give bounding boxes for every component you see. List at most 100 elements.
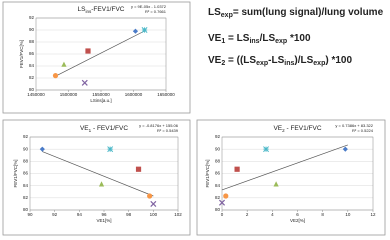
x-tick-label: 102 xyxy=(174,212,182,217)
formula-part: 1 xyxy=(221,38,225,45)
x-tick-label: 6 xyxy=(296,212,299,217)
marker xyxy=(98,181,105,187)
y-tick-label: 80 xyxy=(23,207,29,212)
x-tick-label: 1450000 xyxy=(27,92,45,97)
x-axis-label: VE2[%] xyxy=(290,218,305,223)
formula-part: 2 xyxy=(221,60,225,67)
chart-title-part: VE xyxy=(273,125,282,132)
formula-part: exp xyxy=(313,60,325,67)
trend-equation: R² = 0.5224 xyxy=(352,128,374,133)
formula-part: = ((LS xyxy=(225,55,256,66)
y-tick-label: 88 xyxy=(29,39,35,44)
chart-title-part: - FEV1/FVC xyxy=(91,125,128,132)
plot-area xyxy=(35,17,167,91)
chart-title-part: ins xyxy=(85,9,92,14)
y-tick-label: 82 xyxy=(215,195,221,200)
x-tick-label: 1650000 xyxy=(157,92,175,97)
marker xyxy=(39,146,45,152)
chart-title-part: -FEV1/FVC xyxy=(91,6,125,13)
y-tick-label: 88 xyxy=(23,159,29,164)
y-tick-label: 92 xyxy=(215,134,221,139)
formula: VE1 = LSins/LSexp *100 xyxy=(208,33,311,46)
formula-part: = sum(lung signal)/lung volume xyxy=(233,7,384,18)
chart-title-part: 2 xyxy=(282,128,285,133)
chart-title-part: - FEV1/FVC xyxy=(285,125,322,132)
formula: LSexp= sum(lung signal)/lung volume xyxy=(208,7,384,20)
x-tick-label: 1500000 xyxy=(60,92,78,97)
y-tick-label: 90 xyxy=(29,27,35,32)
y-axis-label: FEV1/FVC[%] xyxy=(13,159,18,187)
panel xyxy=(2,119,191,236)
x-axis-label: VE1[%] xyxy=(96,218,111,223)
panel xyxy=(2,1,191,114)
formula-part: exp xyxy=(256,60,268,67)
formula-part: LS xyxy=(208,7,221,18)
x-tick-label: 96 xyxy=(101,212,107,217)
x-tick-label: 2 xyxy=(246,212,249,217)
plot-area xyxy=(221,136,374,211)
formula-part: ) *100 xyxy=(325,55,352,66)
x-tick-label: 0 xyxy=(221,212,224,217)
marker xyxy=(141,27,148,33)
x-tick-label: 98 xyxy=(126,212,132,217)
x-tick-label: 1600000 xyxy=(125,92,143,97)
marker xyxy=(132,28,139,34)
x-tick-label: 90 xyxy=(27,212,33,217)
y-tick-label: 88 xyxy=(215,159,221,164)
y-tick-label: 84 xyxy=(215,183,221,188)
x-axis-label: LSins[a.u.] xyxy=(90,98,111,103)
marker xyxy=(150,200,157,207)
marker xyxy=(234,166,240,172)
x-tick-label: 12 xyxy=(370,212,376,217)
trend-equation: R² = 0.5439 xyxy=(157,128,179,133)
chart-title: VE1 - FEV1/FVC xyxy=(80,125,128,133)
y-axis-label: FEV1/FVC[%] xyxy=(205,159,210,187)
chart-title: LSins-FEV1/FVC xyxy=(78,6,125,14)
trendline xyxy=(42,151,154,197)
y-tick-label: 80 xyxy=(215,207,221,212)
panel xyxy=(196,119,386,236)
chart-title-part: LS xyxy=(78,6,87,13)
marker xyxy=(135,166,142,172)
y-tick-label: 84 xyxy=(29,63,35,68)
x-tick-label: 92 xyxy=(52,212,58,217)
formula-part: ins xyxy=(284,60,294,67)
formula-part: ins xyxy=(249,38,259,45)
y-tick-label: 80 xyxy=(29,87,35,92)
formula-part: /LS xyxy=(260,33,276,44)
x-tick-label: 1550000 xyxy=(92,92,110,97)
y-tick-label: 86 xyxy=(215,171,221,176)
trend-equation: y = 0.7386x + 83.322 xyxy=(335,123,373,128)
marker xyxy=(223,193,229,199)
y-tick-label: 86 xyxy=(23,171,29,176)
marker xyxy=(52,73,59,79)
y-tick-label: 90 xyxy=(23,146,29,151)
trend-equation: y = -0.8176x + 155.06 xyxy=(139,123,179,128)
formula-part: )/LS xyxy=(294,55,313,66)
plot-area xyxy=(29,136,179,211)
trend-equation: R² = 0.7661 xyxy=(145,9,167,14)
trendline xyxy=(221,144,348,191)
marker xyxy=(81,79,88,86)
formula-part: exp xyxy=(275,38,287,45)
y-axis-label: FEV1/FVC[%] xyxy=(19,40,24,68)
x-tick-label: 10 xyxy=(345,212,351,217)
marker xyxy=(263,146,269,153)
y-tick-label: 92 xyxy=(23,134,29,139)
trend-equation: y = 9E-05x - 1.0372 xyxy=(131,4,167,9)
marker xyxy=(218,199,226,206)
y-tick-label: 82 xyxy=(29,75,35,80)
x-tick-label: 100 xyxy=(150,212,158,217)
formula: VE2 = ((LSexp-LSins)/LSexp) *100 xyxy=(208,55,352,68)
formula-part: = LS xyxy=(225,33,250,44)
y-tick-label: 92 xyxy=(29,15,35,20)
chart-title: VE2 - FEV1/FVC xyxy=(273,125,321,133)
formula-part: VE xyxy=(208,33,222,44)
marker xyxy=(147,193,153,199)
chart-title-part: VE xyxy=(80,125,89,132)
y-tick-label: 86 xyxy=(29,51,35,56)
formula-part: VE xyxy=(208,55,222,66)
y-tick-label: 82 xyxy=(23,195,29,200)
x-tick-label: 94 xyxy=(77,212,83,217)
